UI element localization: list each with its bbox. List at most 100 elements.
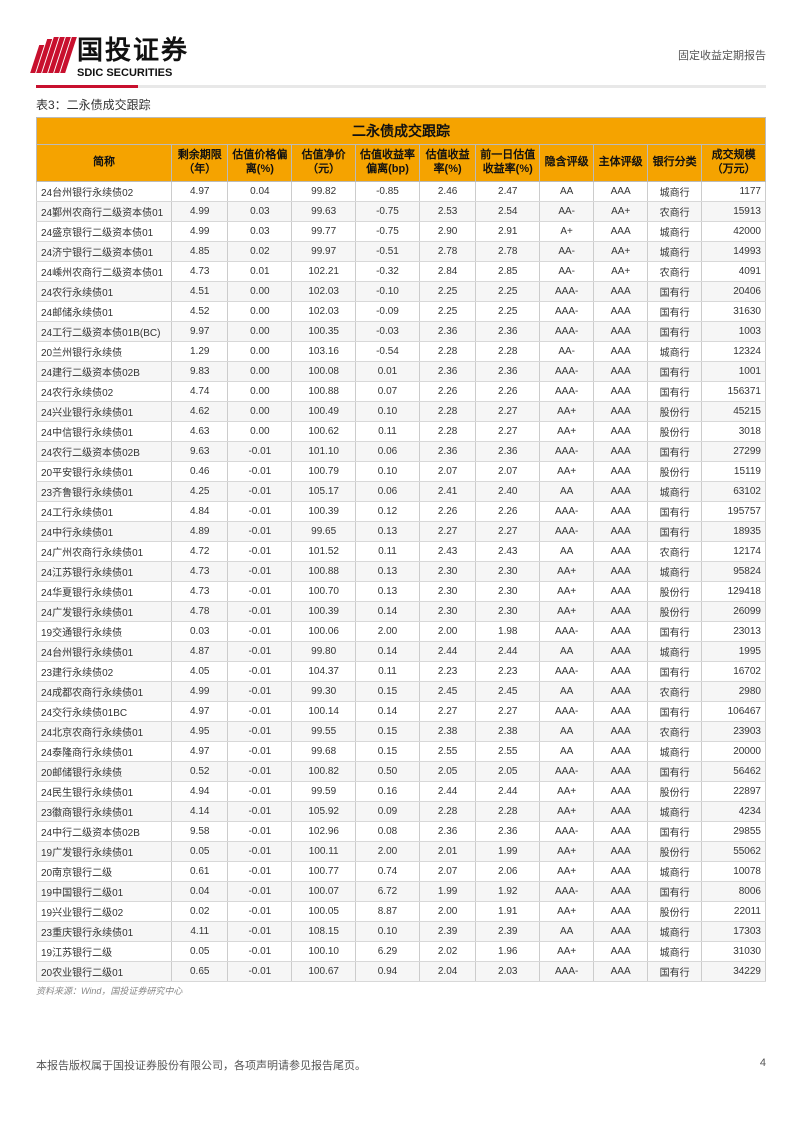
table-cell: AAA- bbox=[540, 701, 594, 721]
table-cell: 18935 bbox=[702, 521, 766, 541]
table-cell: 农商行 bbox=[648, 261, 702, 281]
table-cell: 9.63 bbox=[172, 441, 228, 461]
table-cell: 0.03 bbox=[172, 621, 228, 641]
table-cell: 2.45 bbox=[419, 681, 475, 701]
table-cell: 24台州银行永续债01 bbox=[37, 641, 172, 661]
table-cell: -0.09 bbox=[356, 301, 420, 321]
table-cell: 2.41 bbox=[419, 481, 475, 501]
table-cell: 4.94 bbox=[172, 781, 228, 801]
table-cell: AAA- bbox=[540, 361, 594, 381]
table-cell: 2.07 bbox=[476, 461, 540, 481]
table-cell: AAA- bbox=[540, 621, 594, 641]
table-row: 19中国银行二级010.04-0.01100.076.721.991.92AAA… bbox=[37, 881, 766, 901]
table-cell: 6.29 bbox=[356, 941, 420, 961]
table-cell: 1.29 bbox=[172, 341, 228, 361]
table-cell: 100.82 bbox=[292, 761, 356, 781]
table-cell: 20农业银行二级01 bbox=[37, 961, 172, 981]
table-cell: 19江苏银行二级 bbox=[37, 941, 172, 961]
table-cell: AAA- bbox=[540, 881, 594, 901]
table-cell: 0.61 bbox=[172, 861, 228, 881]
table-cell: AAA bbox=[594, 761, 648, 781]
table-cell: 2.30 bbox=[476, 601, 540, 621]
table-row: 24鄞州农商行二级资本债014.990.0399.63-0.752.532.54… bbox=[37, 201, 766, 221]
table-cell: 100.79 bbox=[292, 461, 356, 481]
table-cell: 城商行 bbox=[648, 641, 702, 661]
table-cell: 0.74 bbox=[356, 861, 420, 881]
column-header: 前一日估值收益率(%) bbox=[476, 145, 540, 182]
table-cell: 99.68 bbox=[292, 741, 356, 761]
table-cell: AA- bbox=[540, 241, 594, 261]
table-row: 24建行二级资本债02B9.830.00100.080.012.362.36AA… bbox=[37, 361, 766, 381]
table-cell: 2.78 bbox=[419, 241, 475, 261]
table-cell: AA+ bbox=[540, 601, 594, 621]
table-row: 24中信银行永续债014.630.00100.620.112.282.27AA+… bbox=[37, 421, 766, 441]
table-cell: 20000 bbox=[702, 741, 766, 761]
table-cell: -0.01 bbox=[228, 461, 292, 481]
table-cell: 0.02 bbox=[172, 901, 228, 921]
table-cell: 2.78 bbox=[476, 241, 540, 261]
table-cell: 0.10 bbox=[356, 461, 420, 481]
table-cell: 2.07 bbox=[419, 861, 475, 881]
table-cell: 股份行 bbox=[648, 401, 702, 421]
table-cell: AAA bbox=[594, 621, 648, 641]
logo-block: 国投证券 SDIC SECURITIES bbox=[36, 30, 189, 79]
table-cell: 0.11 bbox=[356, 661, 420, 681]
table-row: 23齐鲁银行永续债014.25-0.01105.170.062.412.40AA… bbox=[37, 481, 766, 501]
table-cell: 0.16 bbox=[356, 781, 420, 801]
column-header: 成交规模（万元） bbox=[702, 145, 766, 182]
table-row: 24济宁银行二级资本债014.850.0299.97-0.512.782.78A… bbox=[37, 241, 766, 261]
table-cell: 14993 bbox=[702, 241, 766, 261]
table-cell: 2.30 bbox=[419, 561, 475, 581]
table-cell: 城商行 bbox=[648, 921, 702, 941]
table-cell: AAA- bbox=[540, 761, 594, 781]
table-cell: 0.08 bbox=[356, 821, 420, 841]
table-cell: 12324 bbox=[702, 341, 766, 361]
table-cell: 农商行 bbox=[648, 681, 702, 701]
table-cell: 2.47 bbox=[476, 181, 540, 201]
table-cell: AAA bbox=[594, 661, 648, 681]
table-cell: 2.36 bbox=[476, 321, 540, 341]
page-header: 国投证券 SDIC SECURITIES 固定收益定期报告 bbox=[36, 30, 766, 79]
table-row: 24兴业银行永续债014.620.00100.490.102.282.27AA+… bbox=[37, 401, 766, 421]
table-cell: 19广发银行永续债01 bbox=[37, 841, 172, 861]
table-cell: AAA bbox=[594, 361, 648, 381]
table-cell: 2.28 bbox=[476, 341, 540, 361]
table-cell: AA+ bbox=[540, 901, 594, 921]
table-cell: 城商行 bbox=[648, 241, 702, 261]
table-cell: 2.26 bbox=[476, 381, 540, 401]
table-row: 20邮储银行永续债0.52-0.01100.820.502.052.05AAA-… bbox=[37, 761, 766, 781]
table-cell: 城商行 bbox=[648, 181, 702, 201]
table-cell: 2.40 bbox=[476, 481, 540, 501]
table-cell: AAA bbox=[594, 721, 648, 741]
table-cell: 2.26 bbox=[419, 501, 475, 521]
table-cell: 4.95 bbox=[172, 721, 228, 741]
table-cell: 2.84 bbox=[419, 261, 475, 281]
table-cell: 4.73 bbox=[172, 581, 228, 601]
table-cell: 22011 bbox=[702, 901, 766, 921]
table-cell: AA+ bbox=[594, 201, 648, 221]
table-cell: 95824 bbox=[702, 561, 766, 581]
table-cell: -0.01 bbox=[228, 901, 292, 921]
table-cell: -0.03 bbox=[356, 321, 420, 341]
table-cell: 国有行 bbox=[648, 361, 702, 381]
table-cell: 2.38 bbox=[476, 721, 540, 741]
table-cell: AAA bbox=[594, 841, 648, 861]
table-cell: 99.30 bbox=[292, 681, 356, 701]
column-header: 隐含评级 bbox=[540, 145, 594, 182]
table-cell: 0.14 bbox=[356, 641, 420, 661]
table-cell: AAA- bbox=[540, 961, 594, 981]
table-cell: AAA bbox=[594, 941, 648, 961]
table-cell: 24鄞州农商行二级资本债01 bbox=[37, 201, 172, 221]
table-cell: -0.01 bbox=[228, 441, 292, 461]
table-cell: 2.39 bbox=[419, 921, 475, 941]
table-cell: 19交通银行永续债 bbox=[37, 621, 172, 641]
table-cell: 0.10 bbox=[356, 401, 420, 421]
table-cell: AA+ bbox=[540, 841, 594, 861]
table-cell: 城商行 bbox=[648, 221, 702, 241]
table-cell: 2.36 bbox=[419, 821, 475, 841]
table-cell: 45215 bbox=[702, 401, 766, 421]
table-cell: 城商行 bbox=[648, 741, 702, 761]
table-cell: 2.36 bbox=[419, 441, 475, 461]
table-cell: AA- bbox=[540, 341, 594, 361]
table-cell: 0.03 bbox=[228, 221, 292, 241]
